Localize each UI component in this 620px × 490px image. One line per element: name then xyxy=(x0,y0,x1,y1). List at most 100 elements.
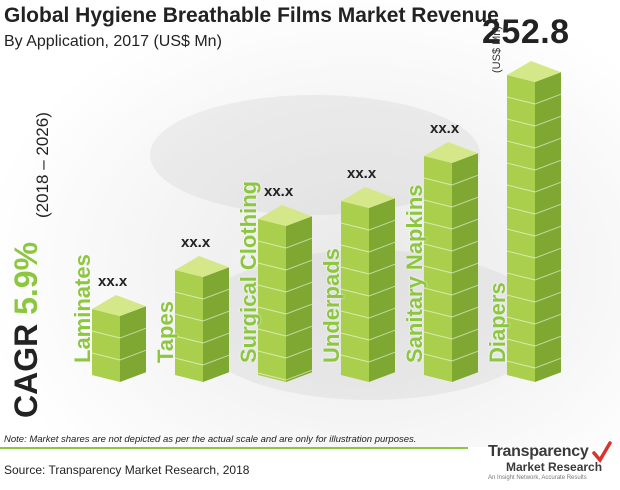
cube-divider xyxy=(340,332,370,341)
cube-divider xyxy=(506,294,536,303)
logo-subtitle: Market Research xyxy=(506,460,603,474)
cube-divider xyxy=(368,329,396,341)
cube-divider xyxy=(451,284,479,296)
logo-check-icon xyxy=(592,441,612,463)
cube-divider xyxy=(174,313,204,322)
footer xyxy=(0,447,620,490)
cube-divider xyxy=(257,372,287,381)
chart-subtitle: By Application, 2017 (US$ Mn) xyxy=(4,33,222,50)
cube-divider xyxy=(534,225,562,237)
source-text: Source: Transparency Market Research, 20… xyxy=(4,463,250,477)
cube-divider xyxy=(285,369,313,381)
cube-divider xyxy=(368,285,396,297)
cube-divider xyxy=(91,330,121,339)
cube-divider xyxy=(119,327,147,339)
cube-divider xyxy=(506,206,536,215)
bar-face-right xyxy=(286,216,312,382)
cube-divider xyxy=(368,219,396,231)
bar-face-top xyxy=(258,205,312,226)
data-label: xx.x xyxy=(181,234,211,251)
footer-divider xyxy=(0,447,468,449)
cube-divider xyxy=(534,291,562,303)
bar-sanitary-napkins xyxy=(423,142,479,382)
cube-divider xyxy=(285,325,313,337)
cube-divider xyxy=(368,307,396,319)
cube-divider xyxy=(451,328,479,340)
bar-face-top xyxy=(175,256,229,277)
cube-divider xyxy=(340,354,370,363)
cube-divider xyxy=(423,221,453,230)
cube-divider xyxy=(285,347,313,359)
bar-face-top xyxy=(341,187,395,208)
bar-face-left xyxy=(507,75,535,382)
cube-divider xyxy=(257,284,287,293)
cube-divider xyxy=(285,303,313,315)
unit-label: (US$ Mn) xyxy=(491,25,503,73)
bar-face-right xyxy=(203,267,229,382)
cube-divider xyxy=(91,352,121,361)
cube-divider xyxy=(534,247,562,259)
category-label: Sanitary Napkins xyxy=(402,184,427,363)
data-label: 252.8 xyxy=(482,13,570,51)
bar-face-left xyxy=(341,201,369,382)
cube-divider xyxy=(506,228,536,237)
cube-divider xyxy=(340,222,370,231)
cube-divider xyxy=(174,357,204,366)
cube-divider xyxy=(451,350,479,362)
bar-face-top xyxy=(424,142,478,163)
chart-note: Note: Market shares are not depicted as … xyxy=(4,434,417,445)
category-label: Surgical Clothing xyxy=(236,180,261,363)
data-label: xx.x xyxy=(264,183,294,200)
cube-divider xyxy=(119,349,147,361)
cube-divider xyxy=(534,269,562,281)
cube-divider xyxy=(423,331,453,340)
cube-divider xyxy=(506,96,536,105)
cube-divider xyxy=(451,262,479,274)
cube-divider xyxy=(340,288,370,297)
bar-face-right xyxy=(120,306,146,382)
cube-divider xyxy=(257,262,287,271)
cube-divider xyxy=(340,244,370,253)
cube-divider xyxy=(423,199,453,208)
bar-face-top xyxy=(507,61,561,82)
cube-divider xyxy=(257,328,287,337)
cube-divider xyxy=(534,115,562,127)
cube-divider xyxy=(285,281,313,293)
bar-face-right xyxy=(535,72,561,382)
bar-face-right xyxy=(369,198,395,382)
bar-underpads xyxy=(340,187,396,382)
cube-divider xyxy=(202,310,230,322)
cube-divider xyxy=(506,184,536,193)
cube-divider xyxy=(340,310,370,319)
cube-divider xyxy=(368,241,396,253)
cube-divider xyxy=(506,272,536,281)
cube-divider xyxy=(534,137,562,149)
cube-divider xyxy=(423,177,453,186)
logo-name: Transparency xyxy=(488,443,589,460)
cube-divider xyxy=(368,351,396,363)
bar-face-top xyxy=(92,295,146,316)
cube-divider xyxy=(506,162,536,171)
cube-divider xyxy=(506,338,536,347)
cube-divider xyxy=(506,118,536,127)
cube-divider xyxy=(451,174,479,186)
cube-divider xyxy=(257,350,287,359)
bar-laminates xyxy=(91,295,147,382)
cube-divider xyxy=(174,335,204,344)
bar-face-left xyxy=(175,270,203,382)
cube-divider xyxy=(451,306,479,318)
category-label: Laminates xyxy=(70,254,95,363)
cube-divider xyxy=(506,250,536,259)
cube-divider xyxy=(451,240,479,252)
cube-divider xyxy=(534,159,562,171)
cube-divider xyxy=(340,266,370,275)
cube-divider xyxy=(368,263,396,275)
cube-divider xyxy=(506,140,536,149)
cube-divider xyxy=(257,240,287,249)
cube-divider xyxy=(423,353,453,362)
cube-divider xyxy=(506,316,536,325)
data-label: xx.x xyxy=(430,120,460,137)
cube-divider xyxy=(423,243,453,252)
cube-divider xyxy=(534,357,562,369)
